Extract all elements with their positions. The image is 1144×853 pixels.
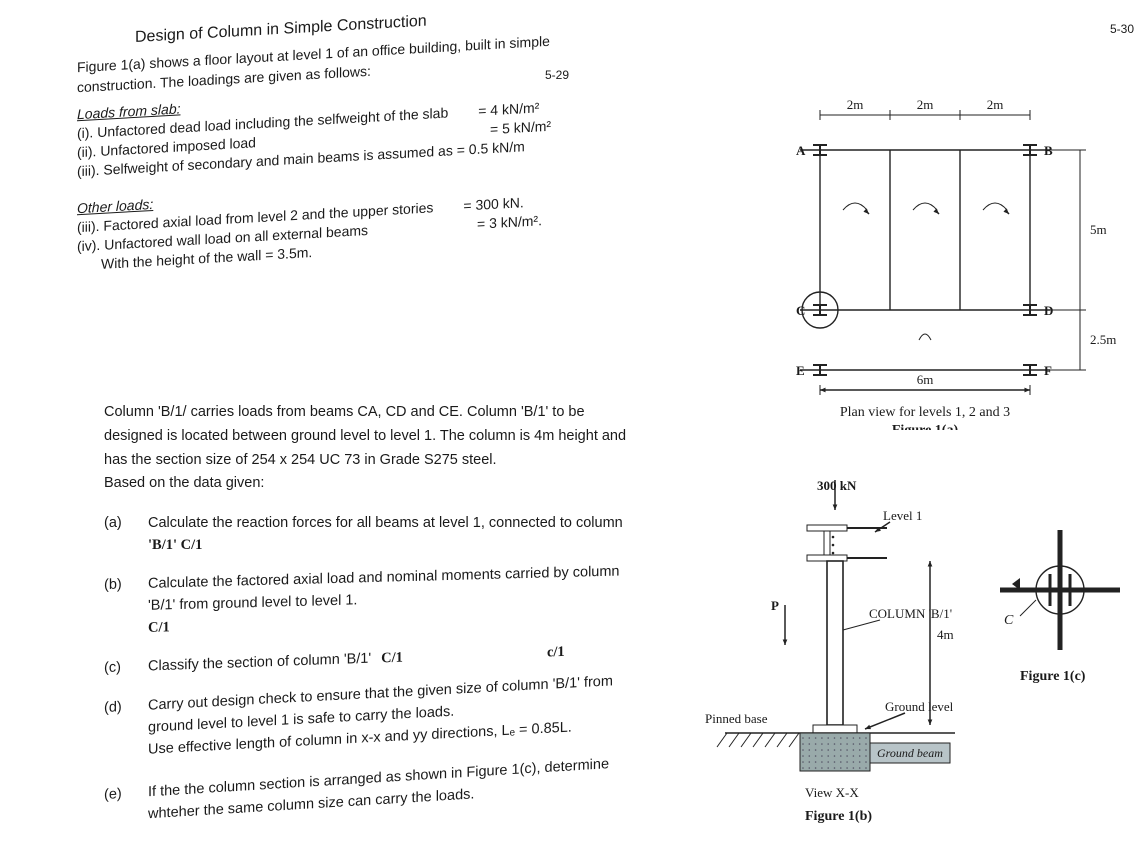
- text: designed is located between ground level…: [104, 426, 744, 448]
- text: Calculate the factored axial load and no…: [148, 563, 620, 591]
- figure-1b-elevation: 300 kN Level 1 P COLUMN 'B/1' 4m Ground level…: [705, 470, 965, 830]
- svg-text:2m: 2m: [917, 97, 934, 112]
- svg-text:300 kN: 300 kN: [817, 478, 857, 493]
- svg-text:2m: 2m: [987, 97, 1004, 112]
- svg-text:Figure 1(b): Figure 1(b): [805, 809, 872, 824]
- svg-text:Plan view for levels 1, 2 and: Plan view for levels 1, 2 and 3: [840, 405, 1010, 420]
- text: 'B/1' from ground level to level 1.: [148, 592, 357, 613]
- label: (c): [104, 656, 148, 679]
- question-d: (d) Carry out design check to ensure tha…: [104, 664, 744, 763]
- svg-text:Pinned base: Pinned base: [705, 711, 768, 726]
- handwriting: 'B/1' C/1: [148, 537, 202, 553]
- value: = 3 kN/m².: [477, 211, 542, 234]
- svg-text:COLUMN 'B/1': COLUMN 'B/1': [869, 606, 952, 621]
- question-a: (a) Calculate the reaction forces for al…: [104, 513, 744, 557]
- label: (e): [104, 782, 148, 806]
- svg-text:Ground beam: Ground beam: [877, 746, 943, 760]
- handwriting: C/1: [148, 618, 170, 635]
- svg-text:C: C: [796, 303, 805, 318]
- value: = 5 kN/m²: [490, 117, 551, 139]
- figures-panel: 2m2m2mABCDEF5m2.5m6mPlan view for levels…: [760, 90, 1135, 850]
- svg-text:C: C: [1004, 613, 1014, 628]
- question-block: Column 'B/1/ carries loads from beams CA…: [104, 400, 744, 828]
- text: Classify the section of column 'B/1': [148, 650, 371, 674]
- svg-text:Figure 1(c): Figure 1(c): [1020, 669, 1086, 684]
- figure-1c-section: C Figure 1(c): [990, 520, 1130, 690]
- text: Calculate the reaction forces for all be…: [148, 515, 623, 531]
- label: (b): [104, 573, 148, 596]
- page-number: 5-30: [1110, 22, 1134, 36]
- svg-text:2m: 2m: [847, 97, 864, 112]
- svg-text:2.5m: 2.5m: [1090, 332, 1116, 347]
- text: Column 'B/1/ carries loads from beams CA…: [104, 402, 744, 424]
- text: Based on the data given:: [104, 473, 744, 495]
- svg-text:6m: 6m: [917, 372, 934, 387]
- question-b: (b) Calculate the factored axial load an…: [104, 558, 744, 640]
- label: (a): [104, 513, 148, 535]
- handwriting: c/1: [547, 644, 565, 661]
- svg-text:P: P: [771, 598, 779, 613]
- svg-text:A: A: [796, 143, 806, 158]
- svg-text:Ground level: Ground level: [885, 699, 954, 714]
- svg-text:E: E: [796, 363, 805, 378]
- svg-text:View X-X: View X-X: [805, 785, 859, 800]
- svg-text:5m: 5m: [1090, 222, 1107, 237]
- svg-text:Figure 1(a): Figure 1(a): [892, 423, 959, 430]
- handwriting: C/1: [381, 649, 403, 666]
- svg-text:4m: 4m: [937, 627, 954, 642]
- label: (d): [104, 695, 148, 719]
- problem-statement: Design of Column in Simple Construction …: [45, 0, 745, 277]
- svg-text:Level 1: Level 1: [883, 508, 922, 523]
- figure-1a-plan: 2m2m2mABCDEF5m2.5m6mPlan view for levels…: [760, 90, 1130, 430]
- text: has the section size of 254 x 254 UC 73 …: [104, 450, 744, 472]
